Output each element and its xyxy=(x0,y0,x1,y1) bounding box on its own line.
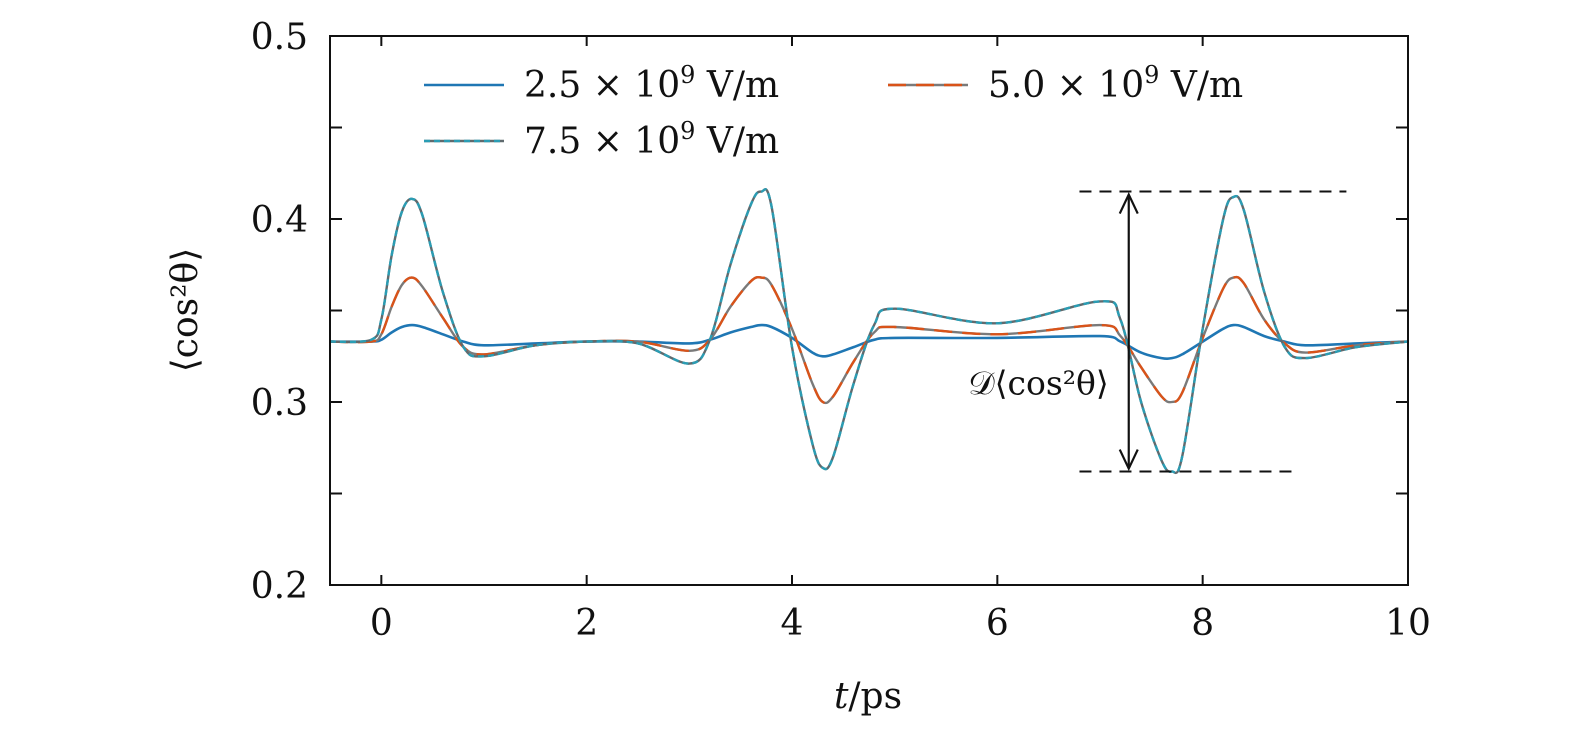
range-annotation: 𝒟⟨cos²θ⟩ xyxy=(968,190,1347,473)
x-tick-label: 4 xyxy=(781,603,804,644)
axis-ticks xyxy=(330,35,1409,586)
plot-frame xyxy=(329,35,1409,586)
y-axis-label: ⟨cos²θ⟩ xyxy=(165,248,206,373)
x-tick-label: 8 xyxy=(1191,603,1214,644)
x-axis-label: t/ps xyxy=(834,676,902,717)
x-tick-label: 2 xyxy=(575,603,598,644)
legend-label: 7.5 × 109 V/m xyxy=(524,117,779,162)
x-tick-label: 6 xyxy=(986,603,1009,644)
plot-series-group xyxy=(329,188,1409,475)
series-line-underlay-3 xyxy=(329,188,1409,475)
annotation-arrow-head-up xyxy=(1118,191,1139,215)
x-tick-label: 10 xyxy=(1385,603,1431,644)
legend-item-1: 2.5 × 109 V/m xyxy=(424,61,779,106)
legend-item-3: 7.5 × 109 V/m xyxy=(424,117,779,162)
y-tick-label: 0.5 xyxy=(251,17,308,58)
axis-tick-labels: 0 2 4 6 8 10 0.2 0.3 0.4 0.5 xyxy=(251,17,1431,644)
series-line-3 xyxy=(329,188,1409,475)
series-line-2 xyxy=(329,275,1409,405)
legend-label: 5.0 × 109 V/m xyxy=(988,61,1243,106)
x-tick-label: 0 xyxy=(370,603,393,644)
annotation-arrow-head-down xyxy=(1118,449,1139,472)
legend: 2.5 × 109 V/m 5.0 × 109 V/m 7.5 × 109 V/m xyxy=(424,61,1243,162)
y-tick-label: 0.4 xyxy=(251,200,308,241)
annotation-label: 𝒟⟨cos²θ⟩ xyxy=(968,364,1108,403)
series-line-1 xyxy=(329,323,1409,360)
legend-item-2: 5.0 × 109 V/m xyxy=(888,61,1243,106)
y-tick-label: 0.2 xyxy=(251,566,308,607)
y-tick-label: 0.3 xyxy=(251,383,308,424)
legend-label: 2.5 × 109 V/m xyxy=(524,61,779,106)
